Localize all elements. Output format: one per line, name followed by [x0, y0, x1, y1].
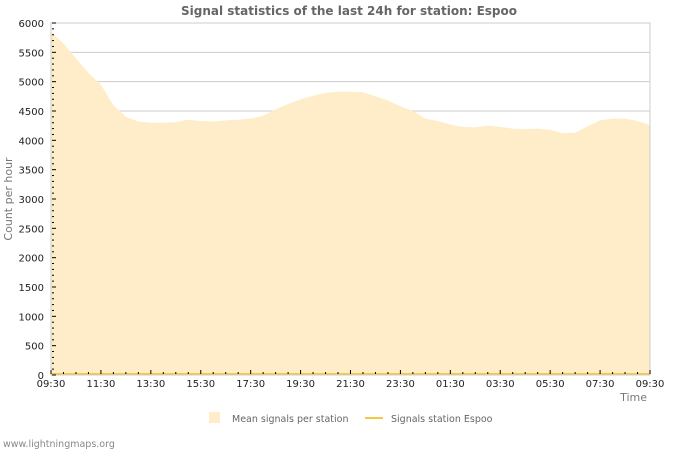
- x-tick-label: 17:30: [236, 379, 265, 390]
- y-tick-label: 3500: [19, 166, 44, 177]
- y-tick-label: 4500: [19, 107, 44, 118]
- x-axis-label: Time: [619, 391, 647, 404]
- y-tick-label: 2000: [19, 254, 44, 265]
- y-tick-label: 500: [25, 342, 44, 353]
- chart-title: Signal statistics of the last 24h for st…: [181, 4, 517, 18]
- x-tick-label: 13:30: [136, 379, 165, 390]
- x-tick-label: 21:30: [336, 379, 365, 390]
- legend-label-station: Signals station Espoo: [391, 414, 493, 425]
- x-tick-label: 05:30: [536, 379, 565, 390]
- y-tick-label: 1500: [19, 283, 44, 294]
- x-tick-label: 23:30: [386, 379, 415, 390]
- x-tick-label: 03:30: [486, 379, 515, 390]
- x-tick-label: 09:30: [636, 379, 665, 390]
- x-tick-label: 19:30: [286, 379, 315, 390]
- x-axis: 09:30 11:30 13:30 15:30 17:30 19:30 21:30 23:30…: [37, 370, 665, 390]
- y-axis: 0 500 1000 1500 2000 2500 3000 3500 4000 4500 5000…: [19, 19, 56, 382]
- y-tick-label: 6000: [19, 19, 44, 30]
- y-tick-label: 5500: [19, 48, 44, 59]
- footer-link[interactable]: www.lightningmaps.org: [3, 439, 115, 450]
- y-tick-label: 1000: [19, 312, 44, 323]
- y-axis-label: Count per hour: [2, 157, 15, 241]
- plot-frame: [50, 22, 651, 376]
- x-tick-label: 11:30: [87, 379, 116, 390]
- y-tick-label: 0: [38, 371, 44, 382]
- y-tick-label: 4000: [19, 136, 44, 147]
- mean-signals-area: [51, 31, 650, 376]
- x-tick-label: 07:30: [586, 379, 615, 390]
- y-tick-label: 3000: [19, 195, 44, 206]
- legend-label-mean: Mean signals per station: [232, 414, 348, 425]
- y-tick-label: 5000: [19, 78, 44, 89]
- y-tick-label: 2500: [19, 224, 44, 235]
- x-tick-label: 01:30: [436, 379, 465, 390]
- legend: Mean signals per station Signals station…: [209, 412, 493, 425]
- legend-swatch-mean: [209, 412, 220, 423]
- x-tick-label: 09:30: [37, 379, 66, 390]
- x-tick-label: 15:30: [186, 379, 215, 390]
